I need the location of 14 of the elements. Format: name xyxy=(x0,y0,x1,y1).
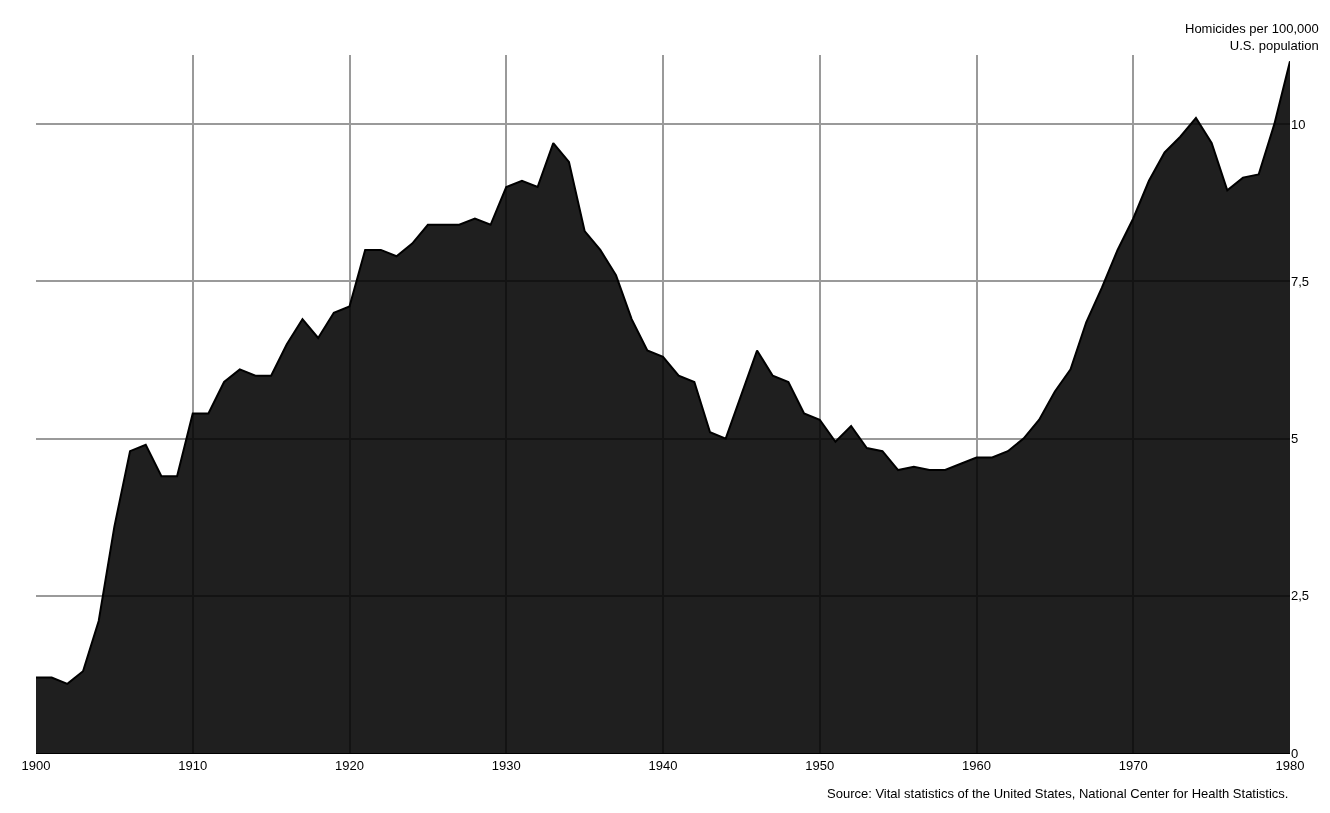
source-note: Source: Vital statistics of the United States, National Center for Health Statistics. xyxy=(827,786,1289,801)
y-axis-title: Homicides per 100,000 U.S. population xyxy=(1185,21,1319,53)
x-tick-label: 1910 xyxy=(178,757,208,773)
x-tick-label: 1970 xyxy=(1118,757,1148,773)
x-tick-label: 1950 xyxy=(805,757,835,773)
y-tick-label: 10 xyxy=(1291,116,1306,132)
x-tick-label: 1960 xyxy=(962,757,991,773)
x-tick-label: 1900 xyxy=(21,757,51,773)
y-tick-label: 5 xyxy=(1291,431,1299,447)
x-tick-label: 1930 xyxy=(491,757,521,773)
y-tick-label: 2,5 xyxy=(1291,588,1310,604)
y-tick-label: 7,5 xyxy=(1291,273,1310,289)
x-tick-label: 1920 xyxy=(335,757,364,773)
x-tick-label: 1940 xyxy=(648,757,678,773)
